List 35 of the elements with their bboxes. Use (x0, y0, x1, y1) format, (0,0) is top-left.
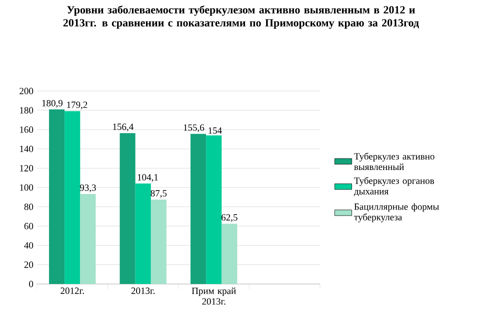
data-label: 93,3 (80, 184, 96, 192)
data-label: 156,4 (113, 124, 134, 132)
y-tick-label: 80 (24, 204, 34, 210)
data-label: 154 (208, 127, 222, 134)
y-tick-label: 180 (20, 107, 34, 114)
y-tick-label: 0 (29, 280, 34, 288)
data-label: 179,2 (67, 102, 88, 110)
x-tick-label: 2012г. (60, 288, 84, 294)
chart-title: Уровни заболеваемости туберкулезом активно выявленным в 2012 и 2013гг. в сравнении с показателями по Приморскому краю за 2013год (63, 6, 419, 29)
x-tick-label: Прим край 2013г. (192, 288, 236, 305)
data-label: 104,1 (138, 174, 158, 182)
y-tick-label: 140 (20, 146, 34, 152)
y-tick-label: 120 (20, 164, 34, 172)
y-tick-label: 200 (20, 88, 34, 94)
legend-label: Туберкулез активно выявленный (354, 152, 434, 170)
y-tick-label: 100 (20, 184, 34, 191)
bar (206, 135, 222, 284)
data-label: 62,5 (222, 214, 238, 222)
bar (80, 194, 96, 284)
x-tick-label: 2013г. (131, 288, 155, 294)
legend-label: Бациллярные формы туберкулеза (354, 203, 439, 222)
bar (190, 134, 206, 284)
y-tick-label: 20 (24, 261, 34, 268)
legend-label: Туберкулез органов дыхания (354, 177, 434, 196)
bar (120, 133, 136, 284)
bar (222, 224, 238, 284)
y-tick-label: 40 (24, 242, 34, 249)
bar (135, 184, 151, 284)
y-tick-label: 160 (20, 126, 34, 133)
bar (64, 111, 80, 284)
bar (49, 109, 65, 284)
data-label: 155,6 (184, 124, 204, 132)
y-tick-label: 60 (24, 222, 34, 230)
data-label: 180,9 (42, 100, 62, 108)
bar (150, 200, 166, 284)
